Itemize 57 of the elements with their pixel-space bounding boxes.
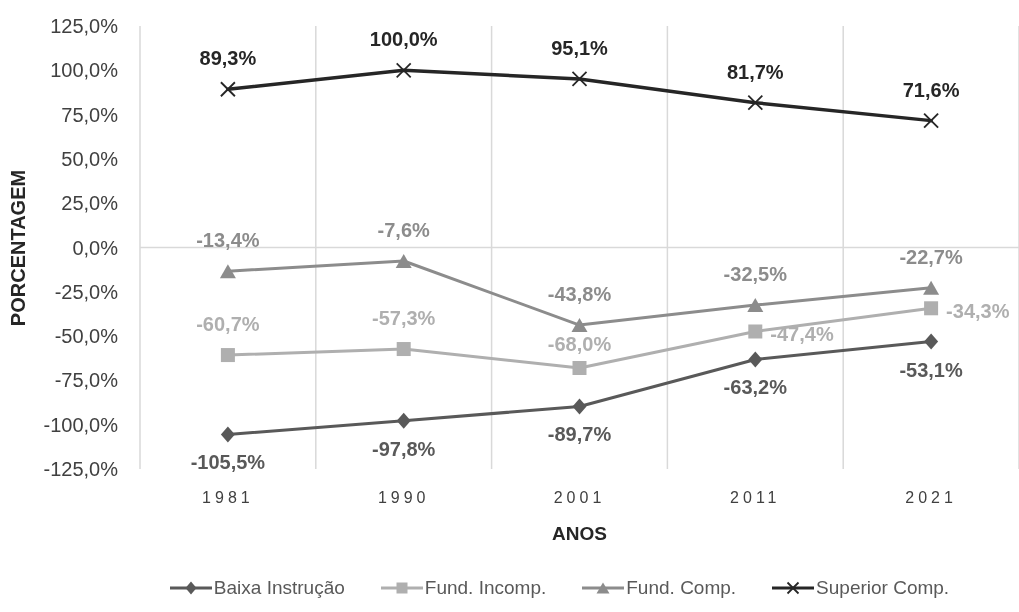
data-label: -32,5% — [723, 263, 788, 286]
x-axis-title: ANOS — [551, 523, 608, 545]
data-label: -68,0% — [547, 333, 612, 355]
point — [924, 333, 939, 350]
x-tick-label: 1981 — [202, 489, 254, 506]
y-tick-label: -50,0% — [54, 325, 119, 348]
point — [396, 342, 411, 357]
point — [923, 280, 940, 295]
data-label: -7,6% — [377, 218, 431, 241]
y-tick-label: -75,0% — [54, 369, 119, 392]
point — [571, 318, 588, 333]
y-axis-title: PORCENTAGEM — [7, 168, 29, 328]
data-label: -13,4% — [196, 229, 260, 252]
data-label: -22,7% — [899, 245, 963, 268]
x-tick-label: 2001 — [553, 489, 606, 506]
point — [572, 361, 587, 375]
y-tick-label: -100,0% — [43, 413, 119, 436]
x-tick-label: 1990 — [377, 489, 430, 506]
data-label: -47,4% — [770, 323, 834, 346]
y-tick-label: 100,0% — [50, 59, 119, 82]
y-tick-label: 125,0% — [50, 15, 119, 37]
data-label: 89,3% — [199, 47, 257, 70]
y-tick-label: 50,0% — [61, 147, 119, 170]
point — [748, 351, 763, 368]
x-tick-label: 2011 — [730, 489, 781, 506]
x-tick-label: 2021 — [905, 489, 957, 506]
point — [395, 253, 412, 268]
legend-label: Fund. Incomp. — [424, 577, 547, 599]
data-label: -105,5% — [190, 451, 266, 474]
y-tick-label: -25,0% — [54, 280, 119, 303]
point — [220, 426, 235, 443]
data-label: -34,3% — [946, 300, 1010, 323]
data-label: 71,6% — [902, 78, 960, 101]
data-label: -97,8% — [372, 437, 436, 460]
data-label: -63,2% — [723, 376, 788, 399]
data-label: -89,7% — [547, 423, 612, 446]
point — [748, 324, 763, 339]
data-label: 95,1% — [551, 36, 609, 59]
data-label: 81,7% — [726, 60, 784, 83]
data-label: 100,0% — [369, 28, 438, 51]
y-tick-label: 0,0% — [72, 236, 119, 259]
point — [924, 301, 939, 316]
data-label: -60,7% — [196, 313, 260, 336]
y-tick-label: 25,0% — [61, 192, 119, 215]
point — [396, 412, 411, 429]
point — [572, 398, 587, 415]
legend-label: Fund. Comp. — [626, 577, 737, 599]
data-label: -43,8% — [547, 283, 612, 306]
y-tick-label: -125,0% — [43, 458, 119, 480]
point — [220, 348, 235, 363]
data-label: -53,1% — [899, 358, 963, 381]
data-label: -57,3% — [372, 307, 436, 330]
point — [219, 264, 236, 279]
point — [747, 298, 764, 313]
legend-label: Baixa Instrução — [213, 577, 345, 599]
legend-label: Superior Comp. — [816, 577, 950, 599]
y-tick-label: 75,0% — [61, 103, 119, 126]
